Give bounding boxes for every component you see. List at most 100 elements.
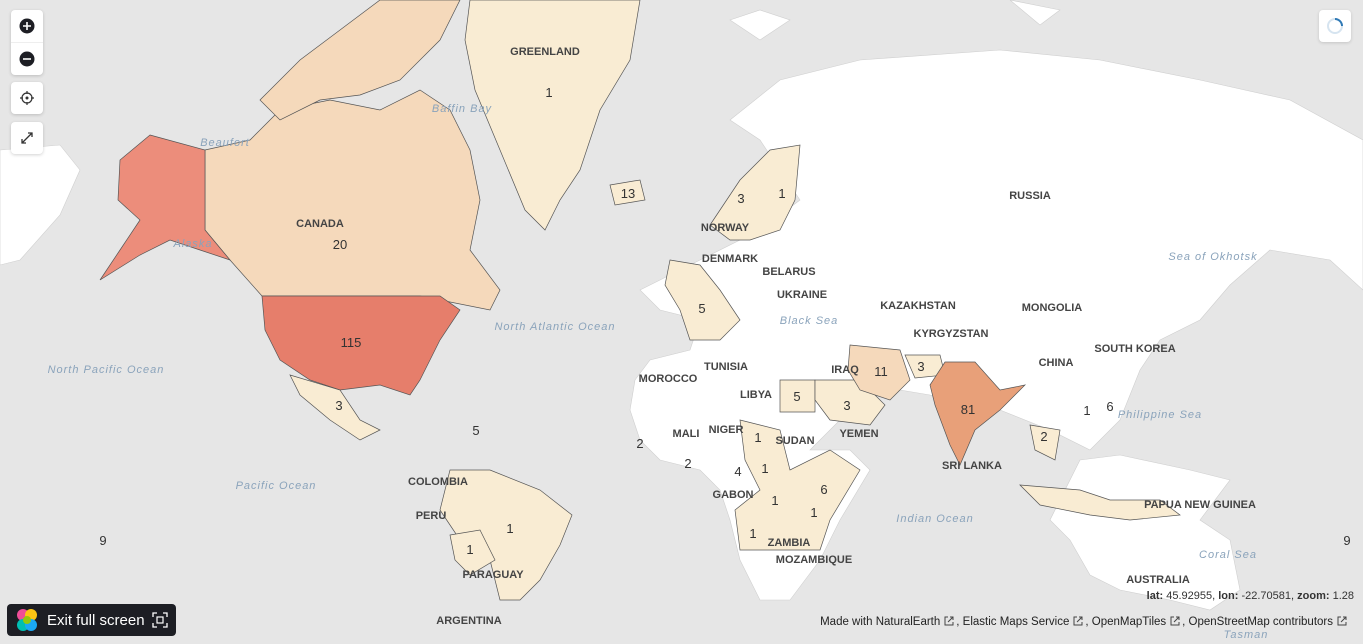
region-egypt[interactable] — [779, 379, 816, 413]
count-label: 1 — [1083, 403, 1090, 418]
label-denmark: DENMARK — [702, 253, 758, 265]
region-arctic-islands[interactable] — [259, 0, 461, 121]
label-china: CHINA — [1039, 357, 1074, 369]
region-west-europe[interactable] — [664, 259, 741, 341]
label-russia: RUSSIA — [1009, 190, 1051, 202]
count-label: 81 — [961, 402, 975, 417]
spinner-icon — [1327, 18, 1343, 34]
label-papua-new-guinea: PAPUA NEW GUINEA — [1144, 499, 1256, 511]
label-kyrgyzstan: KYRGYZSTAN — [914, 328, 989, 340]
plus-icon — [19, 18, 35, 34]
label-canada: CANADA — [296, 218, 344, 230]
attribution-ems-link[interactable]: Elastic Maps Service — [962, 616, 1070, 628]
count-label: 3 — [737, 191, 744, 206]
attribution: Made with NaturalEarth, Elastic Maps Ser… — [820, 616, 1349, 628]
attribution-openmaptiles-link[interactable]: OpenMapTiles — [1091, 616, 1167, 628]
count-label: 1 — [749, 526, 756, 541]
region-greenland[interactable] — [464, 0, 641, 231]
minus-icon — [19, 51, 35, 67]
count-label: 1 — [754, 430, 761, 445]
attribution-naturalearth-link[interactable]: Made with NaturalEarth — [820, 616, 941, 628]
external-link-icon — [944, 616, 954, 626]
label-mali: MALI — [673, 428, 700, 440]
count-label: 9 — [99, 533, 106, 548]
attribution-osm-link[interactable]: OpenStreetMap contributors — [1188, 616, 1333, 628]
count-label: 1 — [761, 461, 768, 476]
region-mexico[interactable] — [289, 374, 381, 441]
count-labels: 1 20 115 3 5 13 3 1 5 81 11 3 5 3 1 1 4 … — [99, 85, 1350, 557]
external-link-icon — [1170, 616, 1180, 626]
zoom-controls — [11, 10, 43, 75]
count-label: 5 — [472, 423, 479, 438]
fit-bounds-button[interactable] — [11, 122, 43, 154]
label-indian: Indian Ocean — [896, 513, 973, 525]
count-label: 1 — [466, 542, 473, 557]
label-north-atlantic: North Atlantic Ocean — [494, 321, 615, 333]
count-label: 1 — [771, 493, 778, 508]
label-tasman: Tasman — [1224, 629, 1269, 641]
external-link-icon — [1337, 616, 1347, 626]
count-label: 3 — [335, 398, 342, 413]
label-peru: PERU — [416, 510, 447, 522]
exit-fullscreen-button[interactable]: Exit full screen — [7, 604, 176, 636]
label-zambia: ZAMBIA — [768, 537, 811, 549]
label-baffin-bay: Baffin Bay — [432, 103, 493, 115]
label-belarus: BELARUS — [762, 266, 815, 278]
label-paraguay: PARAGUAY — [462, 569, 524, 581]
elastic-logo-icon — [17, 609, 37, 631]
label-beaufort: Beaufort — [200, 137, 250, 149]
count-label: 115 — [341, 335, 362, 350]
region-east-africa[interactable] — [734, 419, 861, 551]
count-label: 6 — [1106, 399, 1113, 414]
expand-icon — [21, 132, 33, 144]
label-black-sea: Black Sea — [780, 315, 839, 327]
label-morocco: MOROCCO — [639, 373, 698, 385]
count-label: 2 — [684, 456, 691, 471]
label-kazakhstan: KAZAKHSTAN — [880, 300, 956, 312]
count-label: 1 — [810, 505, 817, 520]
count-label: 13 — [621, 186, 635, 201]
choropleth-layer[interactable] — [99, 0, 1181, 601]
label-norway: NORWAY — [701, 222, 750, 234]
locate-button[interactable] — [11, 82, 43, 114]
label-gabon: GABON — [713, 489, 754, 501]
coordinate-readout: lat: 45.92955, lon: -22.70581, zoom: 1.2… — [1146, 590, 1354, 602]
label-yemen: YEMEN — [839, 428, 878, 440]
zoom-out-button[interactable] — [11, 43, 43, 75]
region-alaska[interactable] — [99, 134, 232, 281]
region-india[interactable] — [929, 361, 1027, 466]
count-label: 9 — [1343, 533, 1350, 548]
count-label: 2 — [636, 436, 643, 451]
label-alaska: Alaska — [172, 238, 212, 250]
label-south-korea: SOUTH KOREA — [1094, 343, 1175, 355]
region-iceland[interactable] — [609, 179, 646, 206]
label-tunisia: TUNISIA — [704, 361, 748, 373]
count-label: 3 — [917, 359, 924, 374]
region-usa[interactable] — [261, 295, 461, 396]
external-link-icon — [1073, 616, 1083, 626]
label-sea-of-okhotsk: Sea of Okhotsk — [1168, 251, 1257, 263]
label-philippine-sea: Philippine Sea — [1118, 409, 1202, 421]
zoom-in-button[interactable] — [11, 10, 43, 42]
region-bolivia[interactable] — [449, 529, 496, 576]
crosshair-icon — [20, 91, 34, 105]
fullscreen-exit-icon — [152, 612, 168, 628]
count-label: 1 — [778, 186, 785, 201]
count-label: 5 — [698, 301, 705, 316]
label-greenland: GREENLAND — [510, 46, 580, 58]
region-se-asia[interactable] — [1029, 424, 1061, 461]
count-label: 1 — [545, 85, 552, 100]
label-sri-lanka: SRI LANKA — [942, 460, 1002, 472]
count-label: 1 — [506, 521, 513, 536]
count-label: 5 — [793, 389, 800, 404]
region-scandinavia[interactable] — [709, 144, 801, 241]
exit-fullscreen-label: Exit full screen — [47, 611, 145, 629]
label-mozambique: MOZAMBIQUE — [776, 554, 852, 566]
label-pacific: Pacific Ocean — [236, 480, 317, 492]
region-indonesia[interactable] — [1019, 484, 1181, 521]
label-australia: AUSTRALIA — [1126, 574, 1190, 586]
label-niger: NIGER — [709, 424, 744, 436]
region-iran[interactable] — [847, 344, 911, 401]
fullscreen-control — [11, 122, 43, 154]
